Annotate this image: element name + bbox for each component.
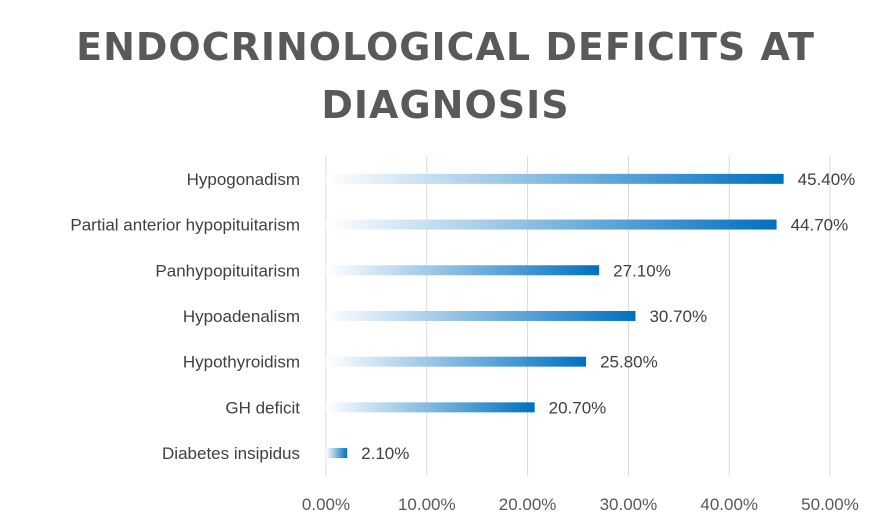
category-label: Hypogonadism (187, 170, 300, 189)
category-label: Diabetes insipidus (162, 444, 300, 463)
x-tick-label: 0.00% (302, 495, 350, 514)
bar (326, 356, 587, 367)
category-label: Partial anterior hypopituitarism (70, 216, 300, 235)
value-label: 20.70% (549, 398, 607, 417)
chart-title-line-2: DIAGNOSIS (321, 83, 570, 127)
value-label: 2.10% (361, 444, 409, 463)
value-label: 27.10% (613, 261, 671, 280)
x-tick-label: 40.00% (700, 495, 758, 514)
x-tick-label: 20.00% (499, 495, 557, 514)
labels: 0.00% 10.00% 20.00% 30.00% 40.00% 50.00% Hypog… (70, 170, 858, 514)
x-tick-label: 50.00% (801, 495, 859, 514)
bar (326, 448, 348, 459)
chart-title-line-1: ENDOCRINOLOGICAL DEFICITS AT (76, 25, 815, 69)
bar (326, 219, 777, 230)
value-label: 44.70% (791, 216, 849, 235)
bar (326, 173, 784, 184)
bar (326, 310, 636, 321)
category-label: Hypothyroidism (183, 353, 300, 372)
value-label: 45.40% (798, 170, 856, 189)
bars (326, 173, 784, 459)
value-label: 25.80% (600, 353, 658, 372)
value-label: 30.70% (649, 307, 707, 326)
chart-title: ENDOCRINOLOGICAL DEFICITS AT DIAGNOSIS (0, 18, 891, 134)
x-tick-label: 10.00% (398, 495, 456, 514)
x-tick-label: 30.00% (600, 495, 658, 514)
category-label: Panhypopituitarism (155, 261, 300, 280)
category-label: Hypoadenalism (183, 307, 300, 326)
bar (326, 265, 600, 276)
category-label: GH deficit (225, 398, 300, 417)
bar (326, 402, 535, 413)
